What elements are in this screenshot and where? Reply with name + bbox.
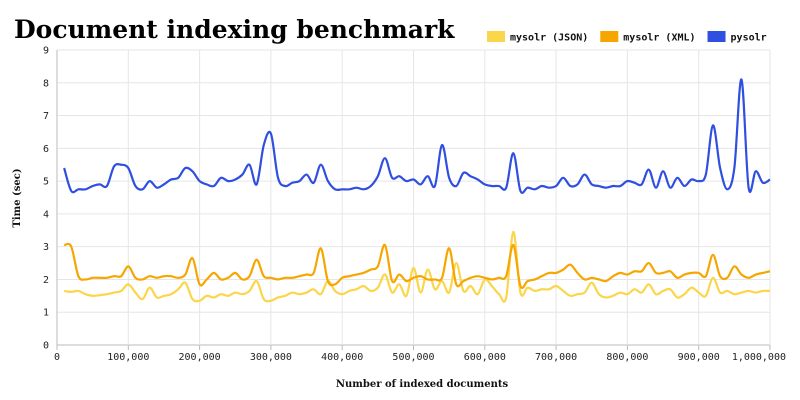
y-tick-label: 3 bbox=[43, 242, 49, 253]
grid bbox=[56, 49, 771, 346]
y-tick-label: 7 bbox=[43, 111, 49, 122]
x-tick-label: 400,000 bbox=[321, 352, 363, 363]
x-tick-label: 700,000 bbox=[535, 352, 577, 363]
y-tick-label: 9 bbox=[43, 46, 49, 57]
y-tick-label: 0 bbox=[43, 341, 49, 352]
x-tick-label: 900,000 bbox=[678, 352, 720, 363]
series-lines bbox=[63, 78, 771, 303]
x-tick-label: 100,000 bbox=[107, 352, 149, 363]
x-tick-label: 500,000 bbox=[392, 352, 434, 363]
y-tick-label: 8 bbox=[43, 78, 49, 89]
series-line-mysolr-json bbox=[63, 230, 771, 303]
legend-label-mysolr-json: mysolr (JSON) bbox=[510, 33, 588, 44]
x-tick-label: 300,000 bbox=[250, 352, 292, 363]
series-line-pysolr bbox=[63, 78, 771, 194]
legend-swatch-mysolr-json bbox=[487, 31, 505, 42]
x-axis-label: Number of indexed documents bbox=[336, 379, 509, 390]
legend-label-pysolr: pysolr bbox=[731, 33, 767, 44]
y-axis-label: Time (sec) bbox=[12, 168, 23, 227]
y-tick-label: 4 bbox=[43, 209, 49, 220]
x-tick-label: 200,000 bbox=[179, 352, 221, 363]
chart-title: Document indexing benchmark bbox=[14, 15, 455, 44]
y-tick-label: 5 bbox=[43, 177, 49, 188]
y-tick-label: 1 bbox=[43, 308, 49, 319]
legend-swatch-pysolr bbox=[707, 31, 726, 42]
y-tick-label: 6 bbox=[43, 144, 49, 155]
x-tick-label: 0 bbox=[54, 352, 60, 363]
x-tick-label: 800,000 bbox=[606, 352, 648, 363]
series-line-mysolr-xml bbox=[63, 242, 771, 290]
x-tick-label: 600,000 bbox=[464, 352, 506, 363]
axes: 0 1 2 3 4 5 6 7 8 9 0 100,000 200,000 300,000 400,000 5… bbox=[43, 46, 786, 364]
legend-swatch-mysolr-xml bbox=[600, 31, 619, 42]
y-tick-label: 2 bbox=[43, 275, 49, 286]
legend: mysolr (JSON) mysolr (XML) pysolr bbox=[487, 31, 767, 44]
legend-label-mysolr-xml: mysolr (XML) bbox=[623, 33, 695, 44]
x-tick-label: 1,000,000 bbox=[732, 352, 786, 363]
